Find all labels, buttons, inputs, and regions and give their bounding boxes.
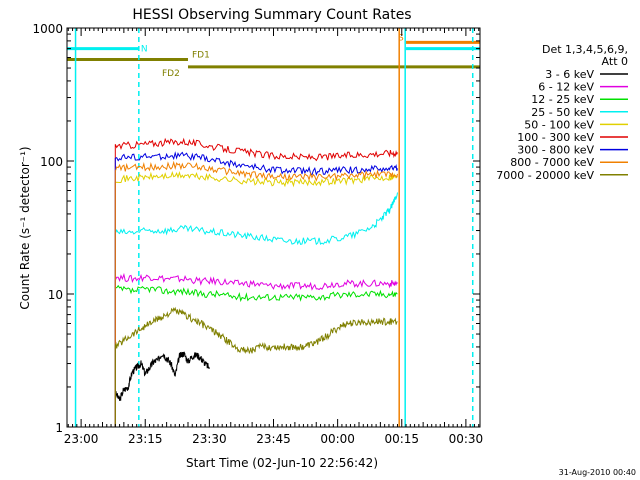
- y-axis: 1 10 100 1000: [32, 22, 480, 435]
- x-axis-label: Start Time (02-Jun-10 22:56:42): [186, 456, 378, 470]
- series-line: [114, 171, 398, 427]
- x-tick-label: 23:30: [192, 432, 227, 446]
- series-line: [114, 284, 398, 427]
- series-line: [114, 351, 210, 427]
- legend-label: 25 - 50 keV: [531, 106, 594, 119]
- series-line: [114, 192, 398, 427]
- plot-frame: [66, 27, 481, 428]
- flag-label: FD2: [162, 69, 180, 79]
- y-tick-label: 100: [40, 155, 63, 169]
- series-line: [114, 272, 398, 427]
- legend-label: 50 - 100 keV: [524, 118, 594, 131]
- legend-label: 300 - 800 keV: [517, 144, 594, 157]
- flag-bars: N FD1 FD2 S: [67, 33, 480, 79]
- legend-label: 7000 - 20000 keV: [496, 169, 594, 182]
- flag-label: N: [141, 45, 148, 55]
- x-tick-label: 00:00: [320, 432, 355, 446]
- y-tick-label: 1: [55, 421, 63, 435]
- legend-label: 100 - 300 keV: [517, 131, 594, 144]
- flag-label: FD1: [192, 50, 210, 60]
- series-line: [114, 151, 398, 427]
- chart-title: HESSI Observing Summary Count Rates: [132, 7, 411, 23]
- x-axis: 23:00 23:15 23:30 23:45 00:00 00:15 00:30: [64, 28, 483, 446]
- x-tick-label: 23:45: [256, 432, 291, 446]
- x-tick-label: 00:15: [384, 432, 419, 446]
- legend-label: 6 - 12 keV: [538, 81, 594, 94]
- series-line: [114, 137, 398, 427]
- legend-label: 800 - 7000 keV: [510, 156, 594, 169]
- legend-header: Det 1,3,4,5,6,9,: [542, 43, 628, 56]
- y-tick-label: 10: [48, 288, 63, 302]
- series-lines: [114, 137, 398, 427]
- x-tick-label: 00:30: [449, 432, 484, 446]
- x-tick-label: 23:15: [128, 432, 163, 446]
- x-tick-label: 23:00: [64, 432, 99, 446]
- legend-label: 3 - 6 keV: [545, 68, 594, 81]
- vertical-markers: [74, 28, 474, 427]
- footer-timestamp: 31-Aug-2010 00:40: [559, 468, 636, 477]
- y-axis-label: Count Rate (s⁻¹ detector⁻¹): [18, 146, 32, 309]
- legend-header: Att 0: [602, 55, 628, 68]
- series-line: [114, 160, 398, 427]
- flag-label: S: [398, 33, 404, 43]
- series-line: [114, 306, 398, 427]
- legend-label: 12 - 25 keV: [531, 93, 594, 106]
- y-tick-label: 1000: [32, 22, 63, 36]
